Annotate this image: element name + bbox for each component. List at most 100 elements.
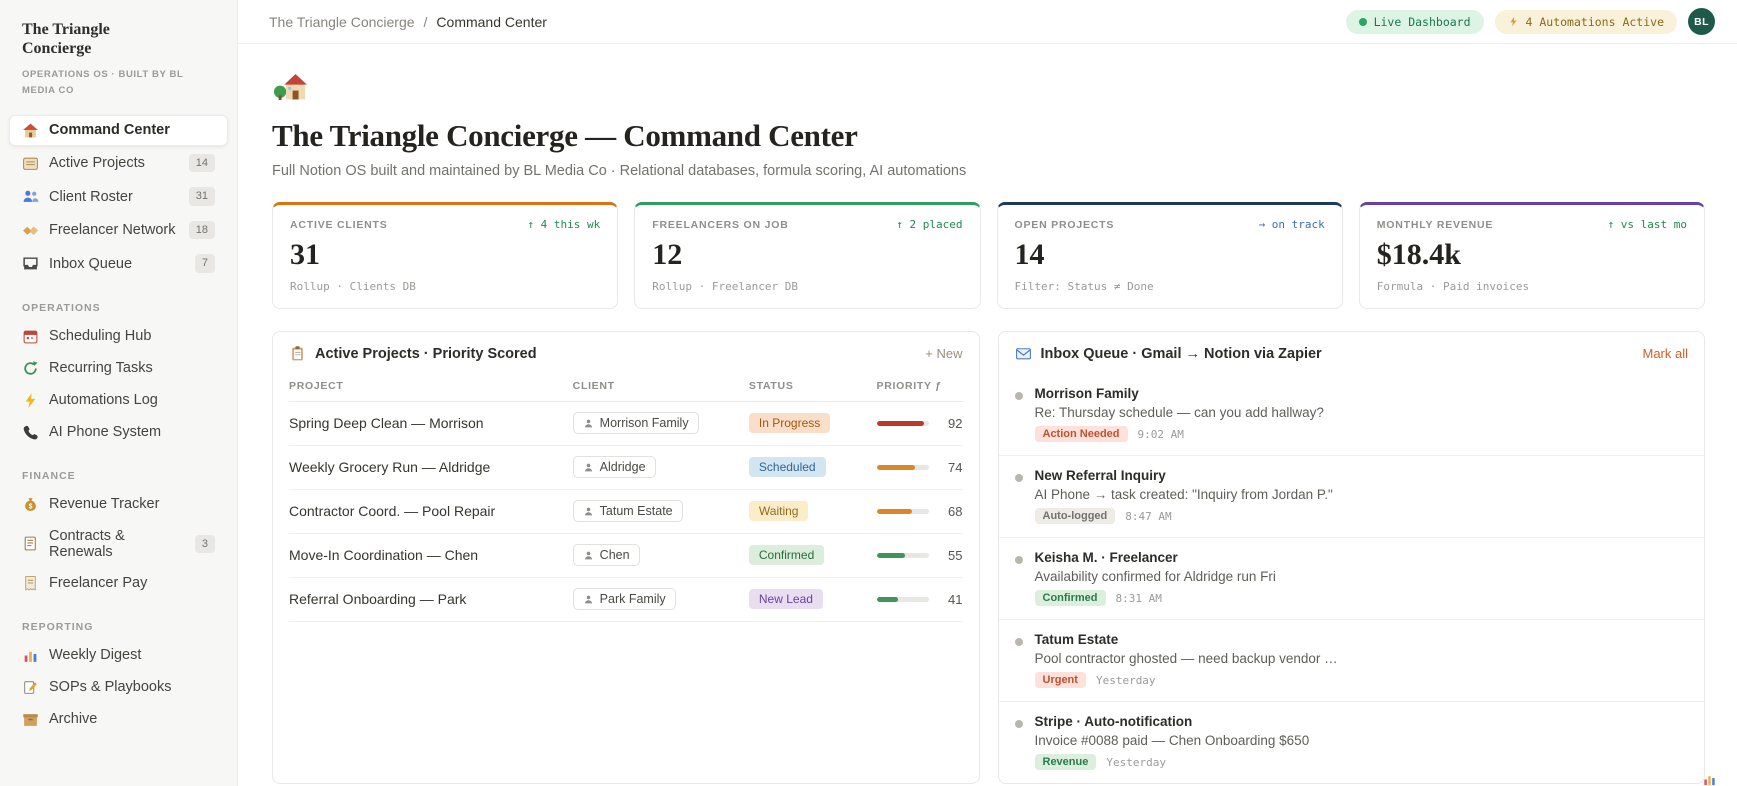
sidebar-item-label: Inbox Queue bbox=[49, 255, 133, 272]
inbox-sender: New Referral Inquiry bbox=[1034, 468, 1166, 483]
new-project-button[interactable]: + New bbox=[925, 346, 963, 361]
table-row[interactable]: Weekly Grocery Run — Aldridge Aldridge S… bbox=[289, 446, 963, 490]
sidebar-item-label: Archive bbox=[49, 711, 98, 728]
status-chip: In Progress bbox=[748, 413, 831, 433]
user-avatar[interactable]: BL bbox=[1688, 8, 1715, 35]
sidebar-item-recurring-tasks[interactable]: Recurring Tasks bbox=[9, 353, 228, 384]
person-icon bbox=[584, 595, 592, 603]
stat-value: $18.4k bbox=[1376, 238, 1461, 271]
projects-card-icon bbox=[22, 155, 39, 172]
unread-dot-icon bbox=[1014, 474, 1023, 482]
stat-value: 31 bbox=[290, 238, 320, 271]
sidebar-item-label: Automations Log bbox=[49, 392, 158, 409]
sidebar-item-automations-log[interactable]: Automations Log bbox=[9, 385, 228, 416]
sidebar-item-archive[interactable]: Archive bbox=[9, 704, 228, 735]
inbox-item[interactable]: Stripe · Auto-notification Invoice #0088… bbox=[999, 702, 1705, 783]
stat-caption: Formula · Paid invoices bbox=[1376, 280, 1530, 293]
sidebar-item-freelancer-network[interactable]: Freelancer Network 18 bbox=[9, 214, 228, 247]
live-dashboard-badge: Live Dashboard bbox=[1345, 9, 1484, 34]
project-name: Contractor Coord. — Pool Repair bbox=[289, 503, 496, 519]
inbox-item[interactable]: Tatum Estate Pool contractor ghosted — n… bbox=[998, 620, 1704, 702]
lightning-icon bbox=[22, 392, 39, 409]
sidebar-item-scheduling-hub[interactable]: Scheduling Hub bbox=[9, 321, 228, 352]
stat-trend: ↑ vs last mo bbox=[1607, 218, 1687, 231]
sidebar-item-command-center[interactable]: Command Center bbox=[9, 114, 228, 146]
stat-label: MONTHLY REVENUE bbox=[1376, 219, 1494, 231]
inbox-item[interactable]: New Referral Inquiry AI Phone → task cre… bbox=[998, 456, 1704, 538]
sidebar-item-label: AI Phone System bbox=[49, 424, 162, 441]
inbox-item[interactable]: Keisha M. · Freelancer Availability conf… bbox=[998, 538, 1704, 620]
bar-chart-icon bbox=[22, 647, 39, 664]
sidebar-item-ai-phone-system[interactable]: AI Phone System bbox=[9, 417, 228, 448]
notebook-pencil-icon bbox=[22, 679, 39, 696]
inbox-message: Invoice #0088 paid — Chen Onboarding $65… bbox=[1034, 733, 1310, 748]
table-row[interactable]: Contractor Coord. — Pool Repair Tatum Es… bbox=[289, 490, 963, 534]
inbox-item-body: New Referral Inquiry AI Phone → task cre… bbox=[1034, 468, 1333, 524]
table-row[interactable]: Spring Deep Clean — Morrison Morrison Fa… bbox=[289, 402, 963, 446]
sidebar-item-contracts-renewals[interactable]: Contracts & Renewals 3 bbox=[9, 521, 228, 567]
projects-panel-header: Active Projects · Priority Scored + New bbox=[273, 332, 979, 374]
live-dot-icon bbox=[1358, 17, 1367, 26]
column-header-project: PROJECT bbox=[289, 380, 344, 392]
mark-all-button[interactable]: Mark all bbox=[1642, 346, 1688, 361]
sidebar-item-label: Freelancer Pay bbox=[49, 575, 148, 592]
sidebar-item-label: Command Center bbox=[49, 122, 170, 139]
automations-active-label: 4 Automations Active bbox=[1525, 14, 1664, 29]
client-chip: Morrison Family bbox=[572, 412, 699, 434]
people-icon bbox=[22, 188, 39, 205]
stat-trend: → on track bbox=[1258, 218, 1325, 231]
sidebar-item-freelancer-pay[interactable]: Freelancer Pay bbox=[9, 568, 228, 599]
inbox-panel: Inbox Queue · Gmail → Notion via Zapier … bbox=[997, 331, 1705, 784]
sidebar-item-label: Weekly Digest bbox=[49, 647, 142, 664]
phone-icon bbox=[22, 424, 39, 441]
sidebar-item-label: Client Roster bbox=[49, 188, 133, 205]
priority-score: 92 bbox=[948, 415, 963, 431]
incoming-envelope-icon bbox=[1015, 345, 1032, 362]
status-chip: Waiting bbox=[748, 501, 809, 521]
bar-chart-icon bbox=[1702, 772, 1717, 786]
priority-bar bbox=[876, 464, 929, 470]
clipboard-icon bbox=[289, 345, 306, 362]
inbox-sender: Keisha M. · Freelancer bbox=[1034, 550, 1178, 565]
page-subtitle: Full Notion OS built and maintained by B… bbox=[272, 163, 967, 179]
count-badge: 31 bbox=[188, 187, 215, 206]
inbox-item[interactable]: Morrison Family Re: Thursday schedule — … bbox=[998, 374, 1704, 456]
breadcrumb-separator: / bbox=[423, 13, 428, 30]
stat-value: 14 bbox=[1014, 238, 1045, 271]
inbox-message: Pool contractor ghosted — need backup ve… bbox=[1034, 651, 1338, 666]
person-icon bbox=[584, 507, 592, 515]
sidebar-item-revenue-tracker[interactable]: $ Revenue Tracker bbox=[9, 489, 228, 520]
stat-card-open-projects: OPEN PROJECTS → on track 14 Filter: Statu… bbox=[996, 202, 1343, 309]
stat-trend: ↑ 2 placed bbox=[896, 218, 963, 231]
breadcrumb: The Triangle Concierge / Command Center bbox=[269, 14, 547, 30]
table-row[interactable]: Move-In Coordination — Chen Chen Confirm… bbox=[289, 534, 963, 578]
inbox-sender: Stripe · Auto-notification bbox=[1034, 714, 1193, 729]
sidebar-item-weekly-digest[interactable]: Weekly Digest bbox=[9, 640, 228, 671]
main-area: The Triangle Concierge / Command Center … bbox=[238, 0, 1737, 786]
count-badge: 3 bbox=[194, 534, 215, 553]
live-dashboard-label: Live Dashboard bbox=[1373, 14, 1471, 29]
sidebar-section-finance: FINANCE bbox=[22, 469, 76, 482]
priority-bar bbox=[876, 508, 929, 514]
person-icon bbox=[584, 551, 592, 559]
breadcrumb-current[interactable]: Command Center bbox=[436, 13, 547, 30]
unread-dot-icon bbox=[1014, 638, 1023, 646]
sidebar-item-active-projects[interactable]: Active Projects 14 bbox=[9, 147, 228, 180]
client-name: Tatum Estate bbox=[599, 504, 673, 518]
breadcrumb-root[interactable]: The Triangle Concierge bbox=[269, 13, 415, 30]
inbox-tag: Action Needed bbox=[1034, 426, 1128, 442]
unread-dot-icon bbox=[1014, 720, 1023, 728]
sidebar-item-inbox-queue[interactable]: Inbox Queue 7 bbox=[9, 247, 228, 280]
stat-caption: Rollup · Clients DB bbox=[290, 280, 416, 293]
table-row[interactable]: Referral Onboarding — Park Park Family N… bbox=[289, 578, 963, 622]
stat-caption: Rollup · Freelancer DB bbox=[652, 280, 798, 293]
priority-bar-fill bbox=[876, 552, 906, 558]
inbox-item-body: Morrison Family Re: Thursday schedule — … bbox=[1034, 386, 1324, 442]
sidebar-item-sops-playbooks[interactable]: SOPs & Playbooks bbox=[9, 672, 228, 703]
client-name: Park Family bbox=[599, 592, 666, 606]
handshake-icon bbox=[22, 222, 39, 239]
priority-bar-fill bbox=[876, 420, 925, 426]
client-name: Chen bbox=[599, 548, 630, 562]
sidebar-item-client-roster[interactable]: Client Roster 31 bbox=[9, 180, 228, 213]
